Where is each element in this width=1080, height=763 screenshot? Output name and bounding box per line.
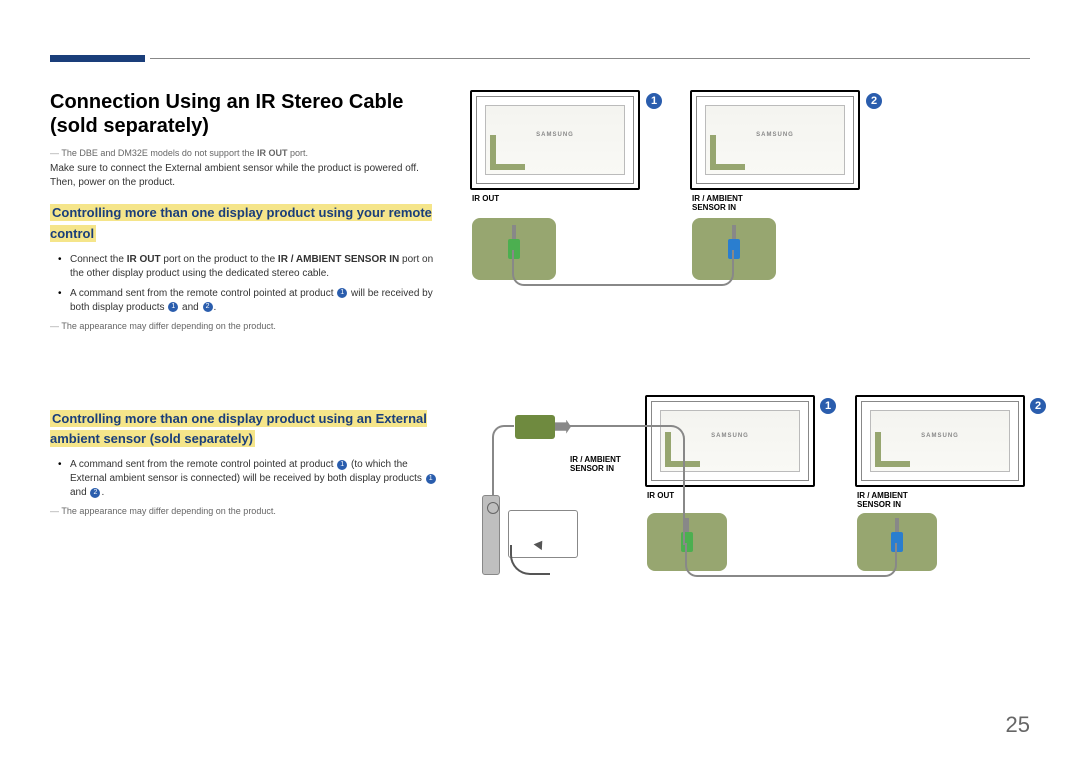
cable-1 (512, 250, 734, 286)
tv-2-2: SAMSUNG (855, 395, 1025, 487)
arrow-curve (510, 545, 550, 575)
label-ir-out-1: IR OUT (472, 194, 499, 203)
bullet-2a: A command sent from the remote control p… (70, 458, 440, 500)
inline-callout-2-1: 1 (337, 460, 347, 470)
subhead-2-wrap: Controlling more than one display produc… (50, 409, 440, 451)
model-note-bold: IR OUT (257, 148, 288, 158)
inline-callout-2-2: 2 (90, 488, 100, 498)
row-section-1: Connection Using an IR Stereo Cable (sol… (50, 90, 1030, 335)
model-note-post: port. (287, 148, 308, 158)
inline-callout-2: 2 (203, 302, 213, 312)
appearance-note-1: The appearance may differ depending on t… (50, 321, 440, 331)
model-note: The DBE and DM32E models do not support … (50, 148, 440, 158)
inline-callout-1b: 1 (168, 302, 178, 312)
tv22-brand: SAMSUNG (921, 433, 959, 439)
cable-ext-to-tv (555, 425, 685, 545)
header-accent-bar (50, 55, 145, 62)
remote-icon (482, 495, 500, 575)
cable-2 (685, 543, 897, 577)
model-note-pre: The DBE and DM32E models do not support … (61, 148, 257, 158)
bullet-1b: A command sent from the remote control p… (70, 287, 440, 315)
page-content: Connection Using an IR Stereo Cable (sol… (50, 90, 1030, 605)
tv-2: SAMSUNG (690, 90, 860, 190)
tv1-brand: SAMSUNG (536, 132, 574, 138)
tv-1: SAMSUNG (470, 90, 640, 190)
page-title: Connection Using an IR Stereo Cable (sol… (50, 90, 440, 138)
diagram1-callout-1: 1 (646, 93, 662, 109)
page-number: 25 (1006, 712, 1030, 738)
diagram2-callout-1: 1 (820, 398, 836, 414)
inline-callout-1: 1 (337, 288, 347, 298)
appearance-note-2: The appearance may differ depending on t… (50, 506, 440, 516)
bullets-2: A command sent from the remote control p… (50, 458, 440, 500)
bullet-1a: Connect the IR OUT port on the product t… (70, 253, 440, 281)
row-section-2: Controlling more than one display produc… (50, 395, 1030, 605)
left-column-1: Connection Using an IR Stereo Cable (sol… (50, 90, 460, 335)
subhead-2: Controlling more than one display produc… (50, 410, 427, 448)
diagram2-callout-2: 2 (1030, 398, 1046, 414)
right-column-1: SAMSUNG 1 SAMSUNG 2 IR OUT IR / AMBIENT … (460, 90, 1030, 290)
header-rule (150, 58, 1030, 59)
subhead-1-wrap: Controlling more than one display produc… (50, 203, 440, 245)
right-column-2: IR / AMBIENT SENSOR IN SAMSUNG 1 SAMSUNG… (460, 395, 1030, 605)
tv21-brand: SAMSUNG (711, 433, 749, 439)
diagram-2: IR / AMBIENT SENSOR IN SAMSUNG 1 SAMSUNG… (460, 395, 1030, 605)
bullets-1: Connect the IR OUT port on the product t… (50, 253, 440, 315)
diagram1-callout-2: 2 (866, 93, 882, 109)
subhead-1: Controlling more than one display produc… (50, 204, 432, 242)
tv2-brand: SAMSUNG (756, 132, 794, 138)
sensor-plug-icon (515, 415, 555, 439)
inline-callout-2-1b: 1 (426, 474, 436, 484)
diagram-1: SAMSUNG 1 SAMSUNG 2 IR OUT IR / AMBIENT … (460, 90, 1030, 290)
cable-ext-1 (492, 425, 514, 505)
power-instruction: Make sure to connect the External ambien… (50, 162, 440, 189)
label-ir-amb-2: IR / AMBIENT SENSOR IN (857, 491, 927, 509)
label-ir-amb-1: IR / AMBIENT SENSOR IN (692, 194, 762, 212)
left-column-2: Controlling more than one display produc… (50, 395, 460, 521)
